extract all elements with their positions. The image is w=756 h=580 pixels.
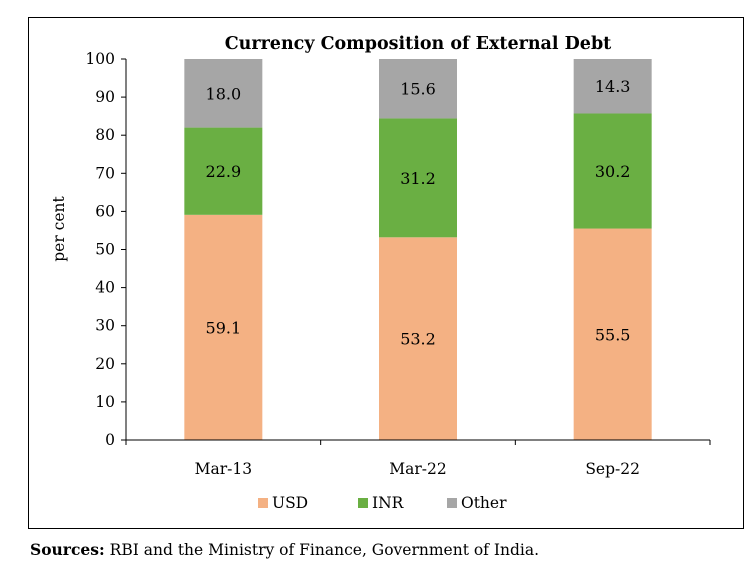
data-label-other-sep-22: 14.3 (595, 77, 631, 96)
bar-inr-sep-22 (573, 113, 652, 229)
x-tick-label-mar-13: Mar-13 (195, 460, 252, 478)
data-label-inr-sep-22: 30.2 (595, 162, 631, 181)
data-label-inr-mar-13: 22.9 (206, 162, 242, 181)
legend-label-usd: USD (272, 494, 308, 512)
y-tick-label-60: 60 (95, 202, 115, 220)
data-label-other-mar-22: 15.6 (400, 80, 436, 99)
sources-text: RBI and the Ministry of Finance, Governm… (104, 541, 539, 559)
legend-label-other: Other (461, 494, 507, 512)
bar-usd-mar-22 (379, 237, 457, 440)
y-tick-label-20: 20 (95, 355, 115, 373)
y-tick-label-90: 90 (95, 88, 115, 106)
bar-other-sep-22 (573, 59, 652, 114)
chart: 59.1 22.9 18.0 Mar-13 53.2 31.2 15.6 Mar-22 55.5… (50, 34, 711, 512)
bar-usd-sep-22 (573, 228, 652, 440)
x-tick-label-mar-22: Mar-22 (389, 460, 446, 478)
y-tick-label-100: 100 (85, 50, 115, 68)
y-tick-label-40: 40 (95, 279, 115, 297)
y-tick-label-0: 0 (105, 431, 115, 449)
y-axis-label: per cent (50, 195, 68, 261)
sources-note: Sources: RBI and the Ministry of Finance… (30, 540, 539, 559)
data-label-usd-sep-22: 55.5 (595, 325, 631, 344)
data-label-inr-mar-22: 31.2 (400, 169, 436, 188)
legend-swatch-inr (358, 498, 368, 508)
legend-swatch-other (447, 498, 457, 508)
bar-other-mar-22 (379, 59, 457, 119)
y-tick-label-80: 80 (95, 126, 115, 144)
y-tick-label-50: 50 (95, 241, 115, 259)
bar-inr-mar-22 (379, 118, 457, 238)
y-tick-label-30: 30 (95, 317, 115, 335)
y-tick-label-70: 70 (95, 164, 115, 182)
data-label-usd-mar-22: 53.2 (400, 330, 436, 349)
bar-other-mar-13 (184, 59, 263, 128)
chart-frame (28, 17, 744, 529)
data-label-other-mar-13: 18.0 (206, 84, 242, 103)
chart-title: Currency Composition of External Debt (225, 34, 612, 54)
bar-inr-mar-13 (184, 127, 263, 215)
y-tick-label-10: 10 (95, 393, 115, 411)
bar-usd-mar-13 (184, 214, 263, 440)
x-tick-label-sep-22: Sep-22 (585, 460, 640, 478)
sources-label: Sources: (30, 540, 105, 559)
data-label-usd-mar-13: 59.1 (206, 318, 242, 337)
legend-label-inr: INR (372, 494, 405, 512)
legend-swatch-usd (258, 498, 268, 508)
